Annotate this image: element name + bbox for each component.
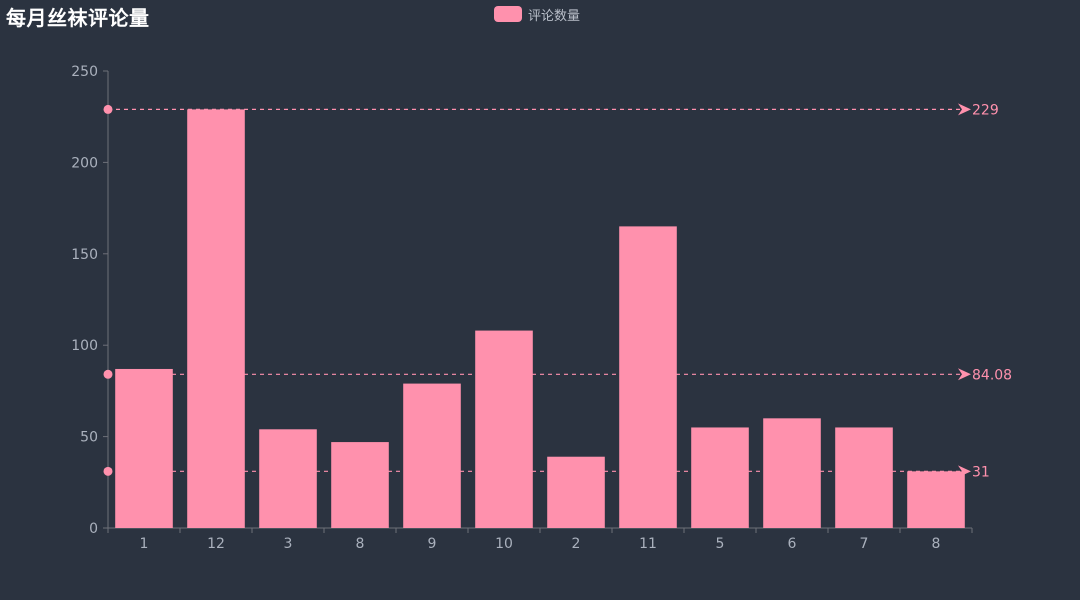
y-tick-label: 50 — [80, 430, 98, 446]
x-tick-label: 6 — [788, 536, 797, 552]
chart-title: 每月丝袜评论量 — [6, 6, 150, 30]
x-tick-label: 8 — [356, 536, 365, 552]
mark-line-label: 229 — [972, 102, 999, 118]
bar[interactable] — [763, 418, 821, 528]
bar[interactable] — [547, 456, 605, 528]
bar[interactable] — [115, 368, 173, 528]
bar[interactable] — [691, 427, 749, 528]
x-tick-label: 12 — [207, 536, 225, 552]
bar[interactable] — [331, 442, 389, 528]
bar[interactable] — [619, 226, 677, 528]
y-tick-label: 200 — [71, 155, 98, 171]
x-tick-label: 11 — [639, 536, 657, 552]
mark-line-arrow — [958, 368, 971, 381]
x-tick-label: 2 — [572, 536, 581, 552]
x-tick-label: 10 — [495, 536, 513, 552]
bars — [115, 109, 965, 528]
y-axis: 0 50 100 150 200 250 — [71, 64, 109, 537]
x-tick-label: 5 — [716, 536, 725, 552]
mark-line-start-dot — [103, 466, 113, 476]
x-axis: 1 12 3 8 9 10 2 11 5 6 7 8 — [107, 527, 973, 552]
mark-line-start-dot — [103, 369, 113, 379]
legend-swatch — [494, 6, 522, 22]
y-tick-label: 150 — [71, 247, 98, 263]
mark-line-label: 84.08 — [972, 367, 1012, 383]
x-tick-label: 9 — [428, 536, 437, 552]
mark-line-arrow — [958, 465, 971, 478]
x-tick-label: 1 — [140, 536, 149, 552]
x-tick-label: 3 — [284, 536, 293, 552]
legend-label: 评论数量 — [528, 8, 581, 24]
y-tick-label: 100 — [71, 338, 98, 354]
y-tick-label: 0 — [89, 521, 98, 537]
mark-line-label: 31 — [972, 464, 990, 480]
bar[interactable] — [187, 109, 245, 528]
mark-line-start-dot — [103, 104, 113, 114]
x-tick-label: 8 — [932, 536, 941, 552]
bar[interactable] — [907, 471, 965, 528]
mark-lines: 229 84.08 31 — [103, 102, 1012, 480]
bar[interactable] — [259, 429, 317, 528]
bar[interactable] — [475, 330, 533, 528]
mark-line-arrow — [958, 103, 971, 116]
bar[interactable] — [835, 427, 893, 528]
x-tick-label: 7 — [860, 536, 869, 552]
legend[interactable]: 评论数量 — [494, 4, 580, 24]
bar[interactable] — [403, 383, 461, 528]
y-tick-label: 250 — [71, 64, 98, 80]
